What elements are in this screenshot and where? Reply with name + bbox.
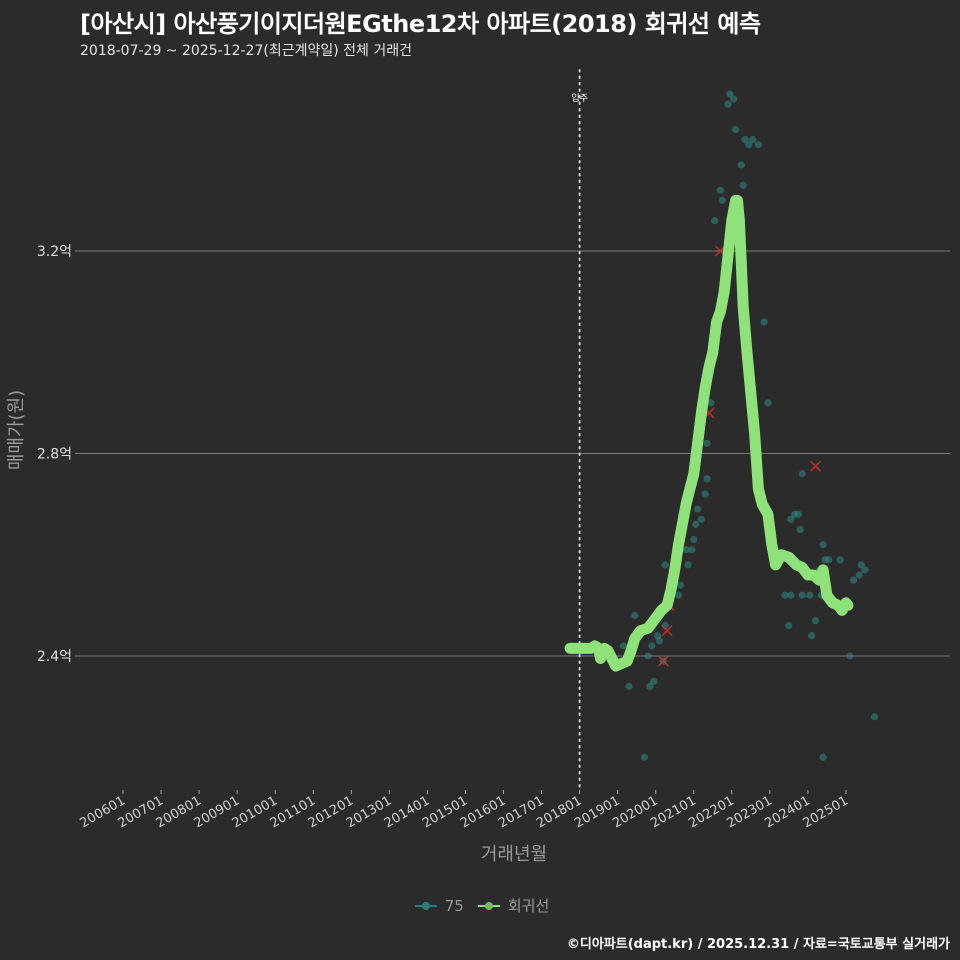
scatter-point bbox=[703, 439, 711, 447]
scatter-point bbox=[825, 556, 833, 564]
outlier-x-marker bbox=[809, 460, 822, 472]
scatter-point bbox=[661, 561, 669, 569]
scatter-point bbox=[781, 591, 789, 599]
legend-label: 75 bbox=[444, 896, 464, 915]
scatter-point bbox=[640, 753, 648, 761]
scatter-point bbox=[819, 541, 827, 549]
scatter-point bbox=[808, 632, 816, 640]
chart-title: [아산시] 아산풍기이지더원EGthe12차 아파트(2018) 회귀선 예측 bbox=[80, 10, 761, 38]
scatter-point bbox=[674, 591, 683, 599]
scatter-point bbox=[703, 475, 711, 483]
scatter-point bbox=[754, 141, 763, 149]
scatter-point bbox=[655, 637, 664, 645]
y-tick-label: 3.2억 bbox=[37, 244, 72, 260]
scatter-point bbox=[749, 136, 757, 144]
scatter-point bbox=[697, 515, 705, 523]
scatter-point bbox=[760, 318, 768, 326]
scatter-point bbox=[787, 515, 795, 523]
scatter-point bbox=[745, 141, 753, 149]
scatter-point bbox=[849, 576, 858, 584]
scatter-point bbox=[741, 136, 749, 144]
scatter-point bbox=[693, 505, 702, 513]
legend-item-regression: 회귀선 bbox=[477, 895, 550, 916]
scatter-point bbox=[794, 510, 802, 518]
scatter-point bbox=[716, 186, 724, 194]
scatter-point bbox=[785, 622, 793, 630]
scatter-point bbox=[855, 571, 863, 579]
outlier-x-marker bbox=[661, 625, 673, 637]
legend-line-dot-icon bbox=[477, 900, 500, 912]
scatter-point bbox=[684, 561, 692, 569]
x-axis-title: 거래년월 bbox=[481, 844, 547, 865]
scatter-point bbox=[796, 525, 804, 534]
scatter-point bbox=[861, 566, 869, 574]
y-tick-label: 2.8억 bbox=[37, 447, 72, 463]
scatter-point bbox=[819, 753, 827, 761]
scatter-point bbox=[631, 611, 639, 620]
scatter-point bbox=[625, 682, 633, 690]
scatter-point bbox=[646, 682, 654, 690]
regression-line bbox=[564, 194, 854, 672]
scatter-point bbox=[798, 470, 806, 478]
scatter-point bbox=[718, 196, 726, 204]
legend-line-dot-icon bbox=[414, 900, 437, 912]
outlier-x-marker bbox=[657, 655, 669, 667]
y-tick-label: 2.4억 bbox=[37, 649, 72, 665]
scatter-point bbox=[764, 399, 772, 407]
scatter-point bbox=[726, 90, 734, 98]
scatter-point bbox=[846, 652, 854, 660]
move-in-label: 입주 bbox=[571, 92, 588, 104]
chart-subtitle: 2018-07-29 ~ 2025-12-27(최근계약일) 전체 거래건 bbox=[80, 43, 412, 59]
legend-item-75: 75 bbox=[414, 896, 464, 915]
scatter-point bbox=[798, 591, 806, 599]
y-axis-title: 매매가(원) bbox=[6, 390, 27, 470]
scatter-point bbox=[739, 181, 747, 189]
source-credit: ©디아파트(dapt.kr) / 2025.12.31 / 자료=국토교통부 실… bbox=[566, 937, 950, 952]
scatter-point bbox=[732, 125, 740, 134]
scatter-point bbox=[701, 490, 709, 498]
scatter-point bbox=[870, 713, 879, 721]
scatter-point bbox=[690, 535, 698, 544]
scatter-point bbox=[692, 520, 700, 528]
scatter-point bbox=[806, 591, 814, 599]
scatter-point bbox=[648, 642, 656, 650]
scatter-point bbox=[676, 581, 685, 589]
legend: 75 회귀선 bbox=[0, 895, 960, 916]
scatter-point bbox=[811, 616, 820, 625]
scatter-point bbox=[836, 556, 844, 564]
scatter-point bbox=[707, 399, 715, 407]
scatter-point bbox=[644, 652, 652, 660]
legend-label: 회귀선 bbox=[507, 897, 550, 915]
scatter-point bbox=[730, 95, 738, 103]
scatter-point bbox=[857, 561, 865, 569]
scatter-point bbox=[688, 546, 696, 554]
scatter-point bbox=[787, 591, 795, 599]
scatter-point bbox=[619, 642, 627, 650]
scatter-point bbox=[650, 677, 658, 685]
chart-plot: 2.4억2.8억3.2억매매가(원)2006012007012008012009… bbox=[6, 69, 950, 865]
scatter-point bbox=[737, 161, 745, 169]
scatter-point bbox=[682, 546, 690, 554]
scatter-point bbox=[724, 100, 732, 108]
scatter-point bbox=[711, 217, 719, 225]
